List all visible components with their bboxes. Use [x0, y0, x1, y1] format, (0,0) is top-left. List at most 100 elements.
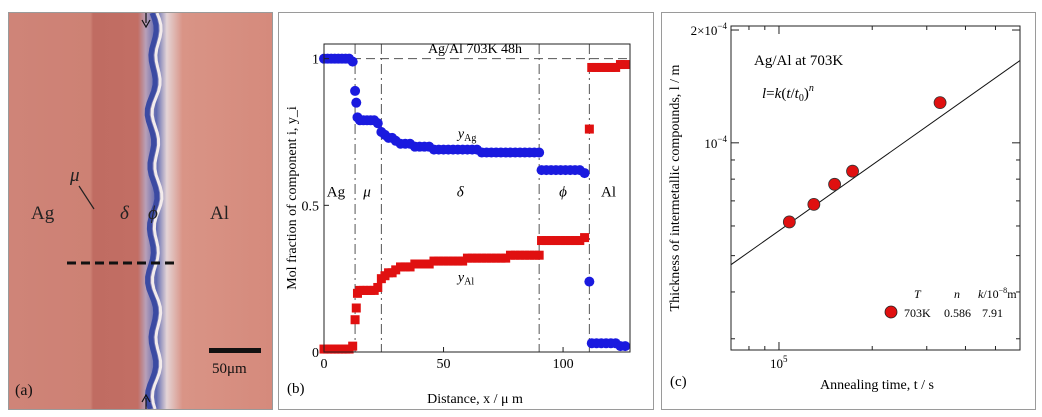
point-yal-43	[491, 253, 501, 263]
point-yal-47	[510, 250, 520, 260]
point-yal-22	[391, 265, 401, 275]
legend-t-value: 703K	[904, 306, 931, 320]
ytick-base: 2×10	[691, 23, 718, 38]
legend-head-k-unit: /10	[983, 287, 998, 301]
point-yal-32	[439, 256, 449, 266]
legend-n-value: 0.586	[944, 306, 971, 320]
micrograph-image	[9, 13, 272, 409]
yal-main: y	[456, 271, 465, 286]
phase-label-4: Al	[601, 185, 616, 201]
point-yag-52	[534, 147, 545, 158]
eq-k: k	[775, 86, 782, 102]
label-al: Al	[210, 203, 229, 224]
chart-b-title: Ag/Al 703K 48h	[428, 42, 522, 57]
point-yal-30	[429, 256, 439, 266]
point-yag-10	[351, 97, 362, 108]
label-phi: ϕ	[148, 203, 158, 224]
legend-marker	[884, 305, 898, 319]
legend-head-t: T	[914, 287, 922, 301]
point-yal-42	[486, 253, 496, 263]
phase-label-3: ϕ	[559, 185, 567, 201]
point-yag-17	[372, 118, 383, 129]
point-yal-45	[501, 253, 511, 263]
point-yag-62	[579, 168, 590, 179]
chart-c-ylabel: Thickness of intermetallic compounds, l …	[668, 64, 683, 311]
eq-close: )	[804, 86, 809, 102]
point-yal-59	[565, 236, 575, 246]
point-yag-63	[584, 276, 595, 287]
micrograph-background	[9, 13, 272, 409]
chart-b-xlabel: Distance, x / μ m	[427, 392, 523, 407]
point-yal-40	[477, 253, 487, 263]
ytick-label-0: 10−4	[704, 134, 727, 151]
scale-bar	[209, 348, 261, 353]
growth-equation: l=k(t/t0)n	[762, 83, 814, 104]
mu-pointer-line	[78, 185, 95, 210]
ytick-exp: −4	[717, 21, 727, 31]
series-label-yal: yAl	[456, 271, 474, 288]
point-yal-41	[482, 253, 492, 263]
chart-c-title: Ag/Al at 703K	[754, 53, 843, 69]
point-yal-29	[424, 259, 434, 269]
point-yal-64	[587, 62, 597, 72]
point-yal-55	[546, 236, 556, 246]
point-yal-9	[350, 315, 360, 325]
scale-bar-label: 50μm	[212, 361, 247, 377]
xtick-base: 10	[770, 356, 783, 371]
bottom-arrowhead-icon	[141, 393, 151, 403]
fit-line	[731, 60, 1020, 266]
eq-equals: =	[766, 86, 774, 102]
eq-t0-sub: 0	[799, 93, 804, 104]
point-yal-38	[467, 253, 477, 263]
legend-head-k-m: m	[1007, 287, 1017, 301]
legend-head-k: k/10−8m	[978, 286, 1017, 301]
label-mu: μ	[70, 165, 80, 186]
ytick-label-1: 2×10−4	[691, 21, 728, 38]
point-yal-37	[462, 253, 472, 263]
ytick-label-0: 0	[312, 346, 319, 361]
xtick-label-1e5: 105	[770, 354, 788, 371]
point-yal-39	[472, 253, 482, 263]
point-yal-69	[611, 62, 621, 72]
point-yal-24	[400, 262, 410, 272]
point-yag-8	[347, 56, 358, 67]
point-yal-50	[525, 250, 535, 260]
point-yal-66	[596, 62, 606, 72]
eq-l: l	[762, 86, 766, 102]
eq-n: n	[809, 83, 814, 94]
yag-sub: Ag	[464, 133, 476, 144]
point-yal-71	[620, 60, 630, 70]
point-yal-31	[434, 256, 444, 266]
chart-c-frame	[730, 25, 1021, 351]
label-delta: δ	[120, 203, 129, 224]
data-point-0	[782, 215, 796, 229]
point-yal-36	[458, 256, 468, 266]
panel-b-concentration-profile: Ag/Al 703K 48h Mol fraction of component…	[278, 12, 654, 410]
data-point-4	[933, 96, 947, 110]
point-yal-26	[410, 259, 420, 269]
point-yal-28	[419, 259, 429, 269]
ytick-label-2: 1	[312, 53, 319, 68]
point-yal-10	[351, 303, 361, 313]
eq-open: (	[781, 86, 786, 102]
point-yal-60	[570, 236, 580, 246]
legend-k-value: 7.91	[982, 306, 1003, 320]
point-yal-35	[453, 256, 463, 266]
legend-head-n: n	[954, 287, 960, 301]
phase-label-1: μ	[362, 185, 371, 201]
ylabel-text: Mol fraction of component i, y_i	[285, 106, 300, 290]
point-yal-68	[606, 62, 616, 72]
panel-b-label: (b)	[287, 381, 305, 397]
label-ag: Ag	[31, 203, 55, 224]
interface-light-band	[150, 13, 164, 409]
point-yag-9	[350, 85, 361, 96]
point-yal-33	[443, 256, 453, 266]
ytick-exp: −4	[717, 134, 727, 144]
series-label-yag: yAg	[456, 127, 476, 144]
point-yal-17	[373, 282, 383, 292]
point-yal-8	[348, 341, 358, 351]
xtick-label-0: 0	[321, 357, 328, 372]
point-yal-54	[541, 236, 551, 246]
chart-b-frame	[323, 43, 631, 353]
data-point-3	[846, 164, 859, 178]
